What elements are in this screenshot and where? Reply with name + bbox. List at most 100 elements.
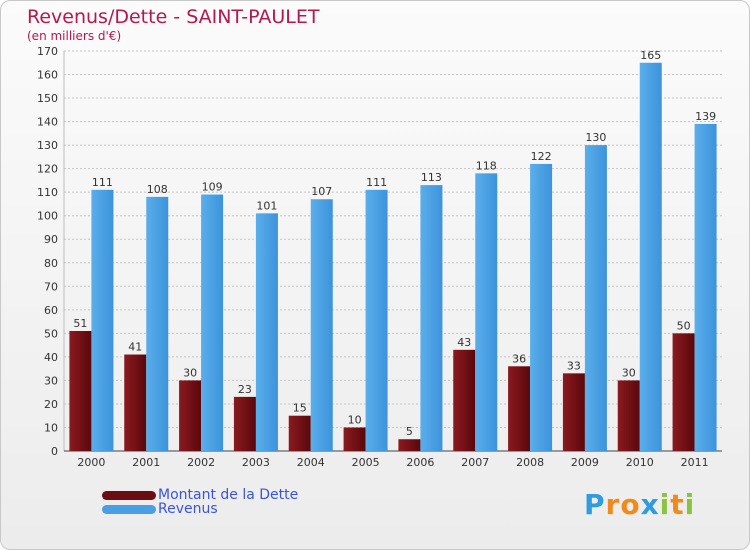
bar-revenus xyxy=(475,173,498,451)
y-axis-labels: 0 10 20 30 40 50 60 70 80 90 100 110 120 130 140 150 160… xyxy=(37,45,58,458)
value-label: 41 xyxy=(128,341,142,354)
bar-dette xyxy=(453,349,476,451)
value-label: 15 xyxy=(293,402,307,415)
y-tick-label: 70 xyxy=(44,280,58,293)
x-tick-label: 2010 xyxy=(626,456,654,469)
bar-revenus xyxy=(584,145,607,451)
y-tick-label: 100 xyxy=(37,210,58,223)
y-tick-label: 50 xyxy=(44,327,58,340)
bar-dette xyxy=(672,333,695,451)
x-tick-label: 2008 xyxy=(516,456,544,469)
value-label: 101 xyxy=(256,199,277,212)
value-label: 30 xyxy=(183,366,197,379)
chart-title: Revenus/Dette - SAINT-PAULET xyxy=(27,6,320,28)
bars xyxy=(69,62,717,452)
value-label: 113 xyxy=(421,171,442,184)
value-label: 107 xyxy=(311,185,332,198)
bar-revenus xyxy=(310,199,333,451)
x-tick-label: 2001 xyxy=(132,456,160,469)
legend-item-revenus: Revenus xyxy=(102,502,218,516)
logo-letter: x xyxy=(640,488,660,521)
bar-dette xyxy=(124,354,147,451)
value-label: 30 xyxy=(622,366,636,379)
y-tick-label: 130 xyxy=(37,139,58,152)
bar-dette xyxy=(617,380,640,451)
y-tick-label: 10 xyxy=(44,421,58,434)
x-tick-label: 2007 xyxy=(461,456,489,469)
y-tick-label: 60 xyxy=(44,304,58,317)
value-label: 165 xyxy=(640,49,661,62)
x-tick-label: 2009 xyxy=(571,456,599,469)
value-label: 36 xyxy=(512,352,526,365)
bar-revenus xyxy=(365,189,388,451)
legend-item-debt: Montant de la Dette xyxy=(102,488,298,502)
grid-lines xyxy=(63,50,722,452)
bar-dette xyxy=(398,439,421,451)
logo-letter: P xyxy=(584,488,606,521)
y-tick-label: 0 xyxy=(51,445,58,458)
value-label: 122 xyxy=(531,150,552,163)
logo-letter: t xyxy=(670,488,685,521)
y-tick-label: 160 xyxy=(37,69,58,82)
value-label: 111 xyxy=(92,176,113,189)
logo-letter: o xyxy=(620,488,641,521)
value-label: 139 xyxy=(695,110,716,123)
y-tick-label: 110 xyxy=(37,186,58,199)
bar-dette xyxy=(343,427,366,451)
value-label: 43 xyxy=(457,336,471,349)
x-tick-label: 2002 xyxy=(187,456,215,469)
logo-letter: i xyxy=(659,488,671,521)
legend-label-debt: Montant de la Dette xyxy=(158,487,299,503)
y-tick-label: 150 xyxy=(37,92,58,105)
y-tick-label: 80 xyxy=(44,257,58,270)
value-label: 130 xyxy=(585,131,606,144)
value-label: 51 xyxy=(73,317,87,330)
value-label: 108 xyxy=(147,183,168,196)
bar-revenus xyxy=(694,123,717,452)
x-axis-labels: 2000 2001 2002 2003 2004 2005 2006 2007 2008 2009… xyxy=(77,456,708,469)
bar-revenus xyxy=(530,163,553,452)
x-tick-label: 2006 xyxy=(406,456,434,469)
logo-letter: i xyxy=(684,488,696,521)
y-tick-label: 30 xyxy=(44,374,58,387)
value-label: 23 xyxy=(238,383,252,396)
value-labels: 51 111 41 108 30 109 23 101 15 107 10 111 5 113 43 118 3… xyxy=(73,49,716,438)
y-tick-label: 90 xyxy=(44,233,58,246)
logo-letter: r xyxy=(605,488,621,521)
bar-dette xyxy=(179,380,202,451)
value-label: 50 xyxy=(677,319,691,332)
bar-dette xyxy=(288,415,311,451)
bar-revenus xyxy=(91,189,114,451)
bar-revenus xyxy=(146,196,169,451)
legend-label-revenus: Revenus xyxy=(158,501,218,517)
x-tick-label: 2004 xyxy=(297,456,325,469)
bar-dette xyxy=(562,373,585,451)
value-label: 10 xyxy=(348,413,362,426)
x-tick-label: 2011 xyxy=(681,456,709,469)
x-tick-label: 2003 xyxy=(242,456,270,469)
bar-revenus xyxy=(420,185,443,451)
bar-revenus xyxy=(639,62,662,451)
y-tick-label: 20 xyxy=(44,398,58,411)
bar-revenus xyxy=(255,213,278,451)
bar-dette xyxy=(69,331,92,451)
x-tick-label: 2005 xyxy=(352,456,380,469)
y-tick-label: 120 xyxy=(37,163,58,176)
proxiti-logo: Proxiti xyxy=(584,488,695,521)
legend-swatch-debt xyxy=(102,490,156,500)
legend-swatch-revenus xyxy=(102,504,156,514)
x-tick-label: 2000 xyxy=(77,456,105,469)
y-tick-label: 170 xyxy=(37,45,58,58)
bar-dette xyxy=(233,396,256,451)
y-tick-label: 140 xyxy=(37,116,58,129)
y-tick-label: 40 xyxy=(44,351,58,364)
value-label: 5 xyxy=(406,425,413,438)
value-label: 109 xyxy=(202,181,223,194)
value-label: 111 xyxy=(366,176,387,189)
value-label: 118 xyxy=(476,159,497,172)
chart-subtitle: (en milliers d'€) xyxy=(27,29,122,43)
bar-dette xyxy=(508,366,531,451)
bar-revenus xyxy=(201,194,224,451)
